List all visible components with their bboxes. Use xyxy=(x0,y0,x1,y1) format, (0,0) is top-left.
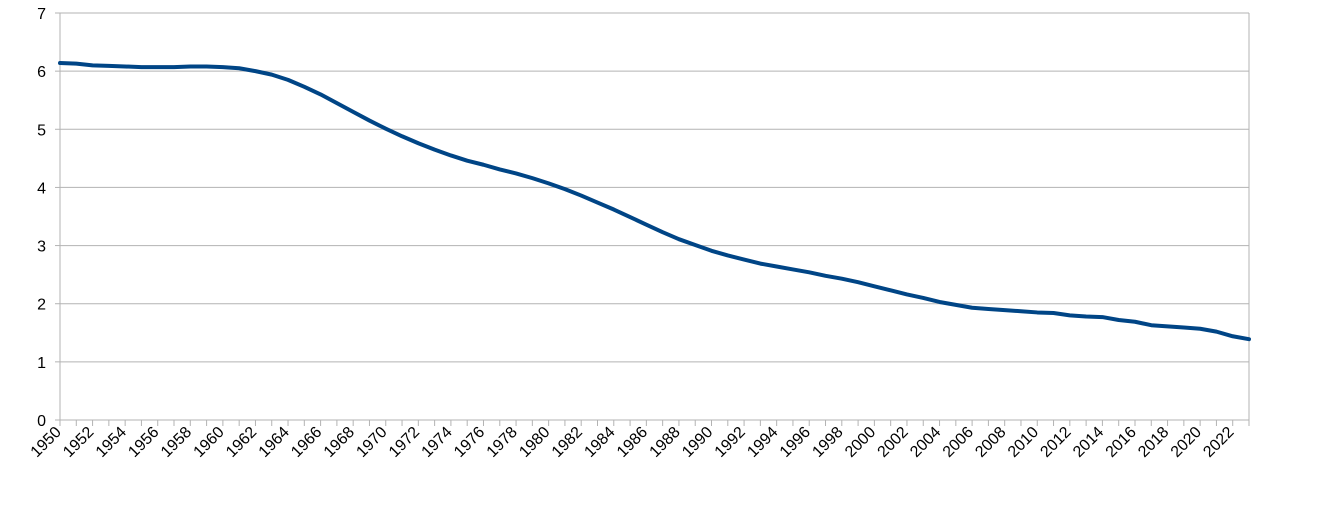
series-group xyxy=(58,61,1251,342)
x-tick-label: 1992 xyxy=(712,424,749,461)
y-tick-label: 6 xyxy=(37,64,46,81)
x-tick-label: 1956 xyxy=(125,424,162,461)
x-tick-label: 1998 xyxy=(809,424,846,461)
x-tick-label: 1982 xyxy=(549,424,586,461)
y-tick-label: 0 xyxy=(37,413,46,430)
axes xyxy=(59,13,1250,421)
x-tick-label: 2016 xyxy=(1103,424,1140,461)
x-tick-label: 2006 xyxy=(940,424,977,461)
x-tick-label: 1960 xyxy=(191,424,228,461)
x-tick-label: 2010 xyxy=(1005,424,1042,461)
x-tick-label: 1984 xyxy=(581,424,618,461)
x-tick-label: 1958 xyxy=(158,424,195,461)
x-tick-label: 1978 xyxy=(484,424,521,461)
x-tick-label: 1962 xyxy=(223,424,260,461)
x-tick-label: 1970 xyxy=(353,424,390,461)
x-tick-label: 2002 xyxy=(875,424,912,461)
y-tick-label: 1 xyxy=(37,355,46,372)
x-tick-label: 1980 xyxy=(516,424,553,461)
y-tick-label: 4 xyxy=(37,180,46,197)
y-axis-tick-labels: 0 1 2 3 4 5 6 7 xyxy=(37,6,46,430)
x-tick-label: 1966 xyxy=(288,424,325,461)
x-axis-ticks xyxy=(59,420,1250,426)
x-tick-label: 1988 xyxy=(647,424,684,461)
x-tick-label: 2004 xyxy=(907,424,944,461)
x-tick-label: 1972 xyxy=(386,424,423,461)
x-tick-label: 2020 xyxy=(1168,424,1205,461)
x-tick-label: 1950 xyxy=(28,424,65,461)
x-tick-label: 2018 xyxy=(1135,424,1172,461)
x-tick-label: 1986 xyxy=(614,424,651,461)
x-tick-label: 1996 xyxy=(777,424,814,461)
x-tick-label: 1974 xyxy=(419,424,456,461)
y-tick-label: 5 xyxy=(37,122,46,139)
x-tick-label: 1976 xyxy=(451,424,488,461)
x-tick-label: 2014 xyxy=(1070,424,1107,461)
x-tick-label: 1994 xyxy=(744,424,781,461)
gridlines xyxy=(55,12,1249,421)
x-tick-label: 1990 xyxy=(679,424,716,461)
x-tick-label: 2000 xyxy=(842,424,879,461)
x-tick-label: 2012 xyxy=(1037,424,1074,461)
x-tick-label: 2008 xyxy=(972,424,1009,461)
x-tick-label: 1952 xyxy=(60,424,97,461)
series-line xyxy=(58,61,1251,342)
x-tick-label: 1964 xyxy=(256,424,293,461)
x-axis-tick-labels: 1950195219541956195819601962196419661968… xyxy=(28,424,1238,461)
x-tick-label: 1954 xyxy=(93,424,130,461)
y-tick-label: 2 xyxy=(37,297,46,314)
y-tick-label: 7 xyxy=(37,6,46,23)
x-tick-label: 2022 xyxy=(1200,424,1237,461)
x-tick-label: 1968 xyxy=(321,424,358,461)
y-tick-label: 3 xyxy=(37,239,46,256)
